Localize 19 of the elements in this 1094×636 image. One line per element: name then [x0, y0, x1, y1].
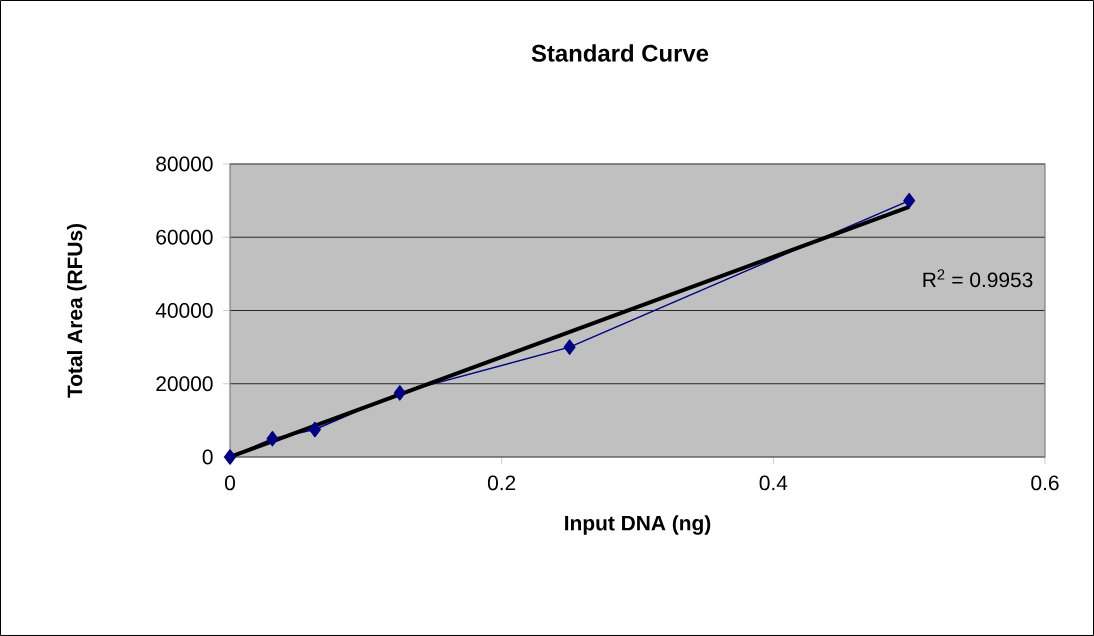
x-tick-label: 0.2 [487, 475, 516, 491]
point [266, 430, 279, 447]
x-tick-label: 0.6 [1031, 475, 1059, 491]
y-axis-title: Total Area (RFUs) [66, 223, 87, 398]
x-tick-label: 0 [225, 475, 235, 491]
point [563, 339, 576, 355]
point [393, 385, 406, 401]
chart-title: Standard Curve [531, 44, 709, 62]
annotation: R$^{2}$ = 0.9953 [923, 269, 1033, 288]
y-tick-label: 60000 [156, 229, 213, 245]
x-axis-title: Input DNA (ng) [565, 515, 711, 535]
y-tick-label: 20000 [156, 376, 213, 392]
y-tick-label: 40000 [155, 303, 213, 318]
point [308, 421, 321, 438]
y-tick-label: 0 [202, 449, 213, 465]
y-tick-label: 80000 [156, 156, 213, 172]
x-tick-label: 0.4 [759, 475, 788, 491]
point [903, 192, 916, 209]
point [224, 449, 237, 465]
